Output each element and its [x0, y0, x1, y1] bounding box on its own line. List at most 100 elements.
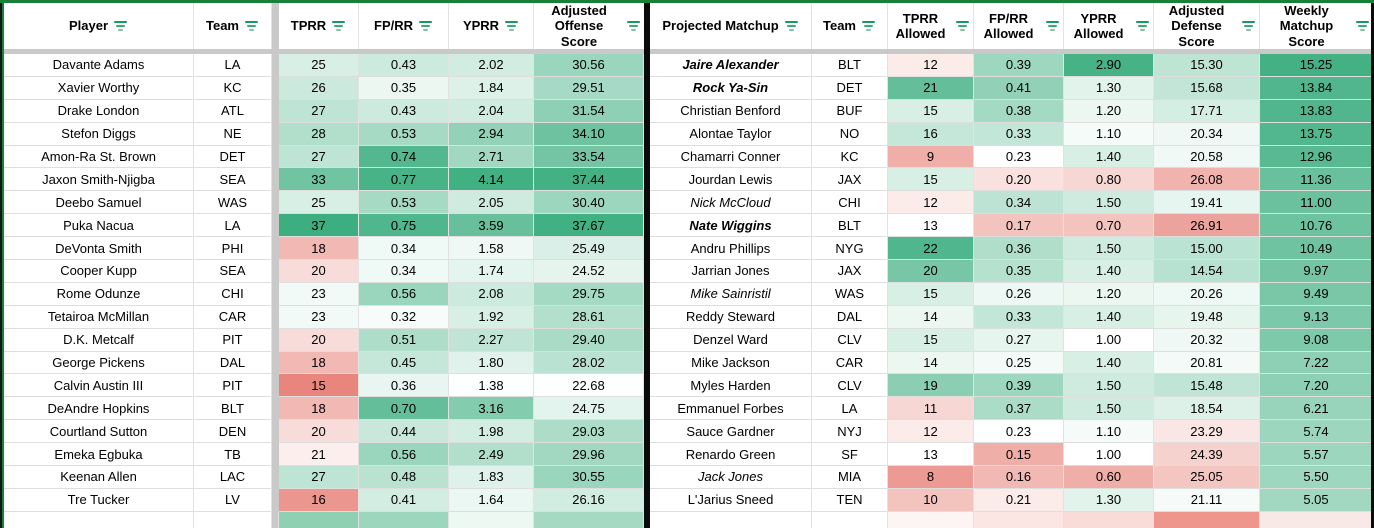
matchup-cell[interactable]: Mike Sainristil [650, 282, 812, 306]
stat-cell[interactable]: 15 [888, 168, 974, 192]
stat-cell[interactable]: 28 [279, 122, 359, 146]
stat-cell[interactable]: 0.80 [1064, 168, 1154, 192]
stat-cell[interactable] [272, 511, 279, 528]
header-weekly-matchup-score[interactable]: Weekly Matchup Score [1260, 3, 1373, 49]
stat-cell[interactable]: 0.39 [974, 53, 1064, 77]
stat-cell[interactable]: 0.48 [359, 466, 449, 489]
stat-cell[interactable]: 0.77 [359, 168, 449, 192]
stat-cell[interactable]: 15.48 [1154, 374, 1260, 398]
filter-icon[interactable] [113, 19, 128, 32]
player-cell[interactable]: Amon-Ra St. Brown [4, 145, 194, 169]
stat-cell[interactable]: 18 [279, 237, 359, 260]
team-cell[interactable]: CLV [812, 328, 888, 352]
stat-cell[interactable]: 12.96 [1260, 145, 1373, 169]
team-cell[interactable]: BLT [812, 214, 888, 238]
stat-cell[interactable]: 1.40 [1064, 305, 1154, 329]
stat-cell[interactable]: 12 [888, 191, 974, 215]
stat-cell[interactable]: 19 [888, 374, 974, 398]
header-adjusted-defense-score[interactable]: Adjusted Defense Score [1154, 3, 1260, 49]
filter-icon[interactable] [418, 19, 433, 32]
player-cell[interactable]: Puka Nacua [4, 214, 194, 238]
stat-cell[interactable]: 11.36 [1260, 168, 1373, 192]
team-cell[interactable]: DET [812, 76, 888, 100]
stat-cell[interactable]: 16 [279, 488, 359, 512]
stat-cell[interactable]: 7.20 [1260, 374, 1373, 398]
stat-cell[interactable]: 22 [888, 237, 974, 260]
stat-cell[interactable]: 6.21 [1260, 397, 1373, 421]
stat-cell[interactable]: 19.41 [1154, 191, 1260, 215]
stat-cell[interactable]: 21 [888, 76, 974, 100]
player-cell[interactable]: George Pickens [4, 351, 194, 375]
stat-cell[interactable]: 27 [279, 145, 359, 169]
team-cell[interactable]: WAS [812, 282, 888, 306]
stat-cell[interactable]: 0.33 [974, 305, 1064, 329]
stat-cell[interactable]: 5.57 [1260, 443, 1373, 467]
stat-cell[interactable]: 9 [888, 145, 974, 169]
matchup-cell[interactable]: Rock Ya-Sin [650, 76, 812, 100]
team-cell[interactable]: KC [194, 76, 272, 100]
stat-cell[interactable]: 0.60 [1064, 466, 1154, 489]
stat-cell[interactable]: 14 [888, 305, 974, 329]
stat-cell[interactable]: 0.39 [974, 374, 1064, 398]
stat-cell[interactable]: 12 [888, 53, 974, 77]
matchup-cell[interactable]: Nick McCloud [650, 191, 812, 215]
stat-cell[interactable]: 1.83 [449, 466, 534, 489]
stat-cell[interactable]: 9.08 [1260, 328, 1373, 352]
stat-cell[interactable]: 1.74 [449, 260, 534, 283]
team-cell[interactable]: DEN [194, 420, 272, 444]
team-cell[interactable]: TB [194, 443, 272, 467]
stat-cell[interactable]: 29.75 [534, 282, 644, 306]
team-cell[interactable]: LAC [194, 466, 272, 489]
header-tprr[interactable]: TPRR [279, 3, 359, 49]
player-cell[interactable]: DeAndre Hopkins [4, 397, 194, 421]
stat-cell[interactable]: 2.27 [449, 328, 534, 352]
stat-cell[interactable]: 0.35 [359, 76, 449, 100]
player-cell[interactable]: Calvin Austin III [4, 374, 194, 398]
stat-cell[interactable]: 2.94 [449, 122, 534, 146]
team-cell[interactable]: CAR [812, 351, 888, 375]
stat-cell[interactable]: 0.43 [359, 53, 449, 77]
stat-cell[interactable]: 25 [279, 53, 359, 77]
player-cell[interactable]: Drake London [4, 99, 194, 123]
filter-icon[interactable] [861, 19, 876, 32]
stat-cell[interactable]: 0.56 [359, 282, 449, 306]
stat-cell[interactable]: 15 [888, 99, 974, 123]
stat-cell[interactable]: 13.83 [1260, 99, 1373, 123]
stat-cell[interactable]: 3.16 [449, 397, 534, 421]
stat-cell[interactable]: 4.14 [449, 168, 534, 192]
stat-cell[interactable]: 1.92 [449, 305, 534, 329]
stat-cell[interactable]: 2.08 [449, 282, 534, 306]
stat-cell[interactable]: 37.44 [534, 168, 644, 192]
filter-icon[interactable] [504, 19, 519, 32]
stat-cell[interactable]: 0.15 [974, 443, 1064, 467]
matchup-cell[interactable]: Christian Benford [650, 99, 812, 123]
filter-icon[interactable] [1045, 19, 1060, 32]
team-cell[interactable]: JAX [812, 168, 888, 192]
team-cell[interactable]: NYJ [812, 420, 888, 444]
stat-cell[interactable]: 14.54 [1154, 260, 1260, 283]
stat-cell[interactable]: 33 [279, 168, 359, 192]
team-cell[interactable]: BLT [812, 53, 888, 77]
stat-cell[interactable]: 1.30 [1064, 76, 1154, 100]
stat-cell[interactable]: 26 [279, 76, 359, 100]
stat-cell[interactable]: 1.40 [1064, 145, 1154, 169]
stat-cell[interactable]: 18 [279, 397, 359, 421]
team-cell[interactable]: SEA [194, 260, 272, 283]
stat-cell[interactable]: 1.50 [1064, 374, 1154, 398]
stat-cell[interactable]: 29.40 [534, 328, 644, 352]
header-player[interactable]: Player [4, 3, 194, 49]
header-yprr[interactable]: YPRR [449, 3, 534, 49]
stat-cell[interactable]: 15.25 [1260, 53, 1373, 77]
stat-cell[interactable]: 9.13 [1260, 305, 1373, 329]
matchup-cell[interactable]: Myles Harden [650, 374, 812, 398]
team-cell[interactable]: DAL [194, 351, 272, 375]
stat-cell[interactable] [1064, 511, 1154, 528]
team-cell[interactable]: JAX [812, 260, 888, 283]
stat-cell[interactable]: 15.68 [1154, 76, 1260, 100]
stat-cell[interactable]: 15.00 [1154, 237, 1260, 260]
stat-cell[interactable]: 12 [888, 420, 974, 444]
player-cell[interactable]: Stefon Diggs [4, 122, 194, 146]
stat-cell[interactable]: 1.30 [1064, 488, 1154, 512]
matchup-cell[interactable]: Chamarri Conner [650, 145, 812, 169]
filter-icon[interactable] [1241, 19, 1256, 32]
